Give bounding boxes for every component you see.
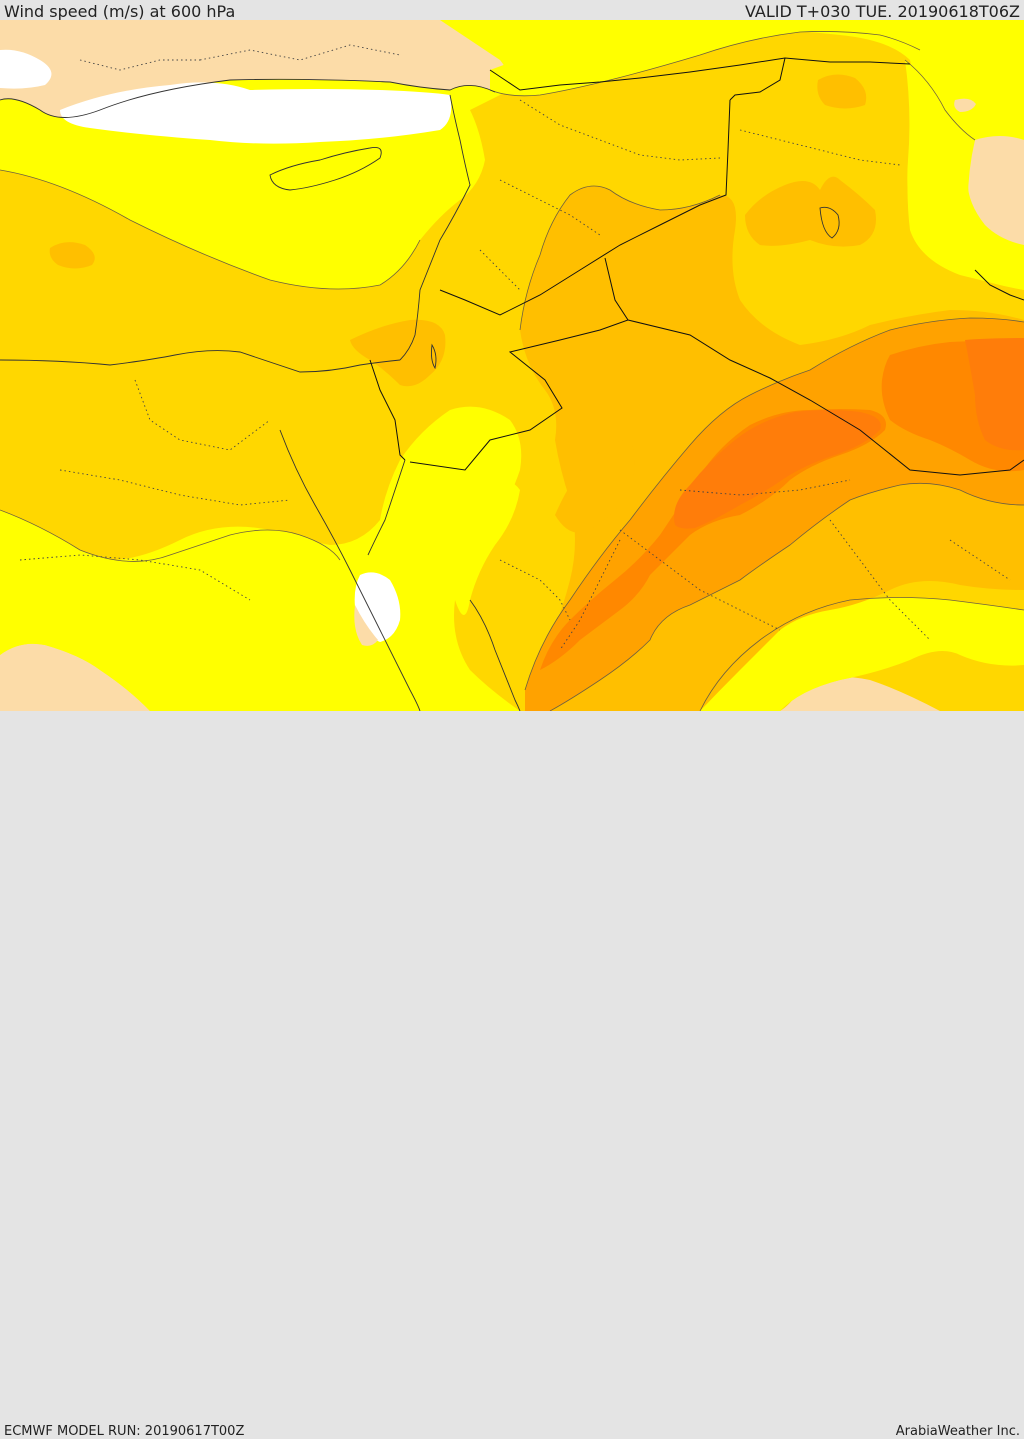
admin-boundary-14 — [949, 539, 1011, 581]
border-segment-7 — [729, 57, 786, 101]
wind-band-1-blob — [282, 163, 354, 197]
admin-boundary-13 — [499, 559, 571, 621]
border-segment-4 — [627, 319, 1024, 476]
border-segment-2 — [439, 99, 731, 316]
low-wind-land-east-dot — [954, 98, 976, 112]
wind-band-6 — [674, 410, 881, 529]
admin-boundary-7 — [619, 529, 781, 631]
coastline-red-sea-east — [367, 459, 406, 556]
contour-line-1 — [0, 169, 421, 290]
coastline-red-sea-arabia — [469, 599, 521, 711]
country-borders — [369, 57, 1024, 476]
admin-boundary-5 — [59, 469, 291, 506]
contour-line-7 — [904, 59, 976, 141]
footer-bar: ECMWF MODEL RUN: 20190617T00Z ArabiaWeat… — [0, 711, 1024, 1439]
admin-boundary-3 — [739, 129, 901, 166]
wind-band-1-south — [0, 510, 430, 711]
contour-line-5 — [549, 482, 1024, 711]
wind-band-3-north — [745, 176, 876, 247]
calm-area-north — [60, 82, 452, 144]
contour-line-2 — [0, 509, 341, 562]
wind-band-1-north — [490, 20, 1024, 96]
coastline-north-africa — [0, 350, 401, 373]
wind-band-3-blob-west — [49, 242, 95, 269]
valid-time: VALID T+030 TUE. 20190618T06Z — [744, 2, 1020, 21]
contour-line-4 — [524, 317, 1024, 691]
admin-boundary-11 — [199, 44, 401, 61]
low-wind-land-southwest — [0, 643, 150, 711]
wind-band-6-east — [965, 338, 1024, 451]
border-segment-3 — [409, 257, 629, 471]
credit-label: ArabiaWeather Inc. — [895, 1424, 1020, 1439]
model-run: ECMWF MODEL RUN: 20190617T00Z — [4, 1424, 245, 1439]
admin-boundary-8 — [679, 479, 851, 496]
wind-speed-map — [0, 20, 1024, 711]
wind-band-1-east — [905, 60, 1024, 290]
wind-band-3-blob-central — [350, 319, 446, 387]
admin-boundaries — [19, 44, 1011, 651]
low-wind-land-east — [967, 136, 1024, 245]
admin-boundary-15 — [479, 249, 521, 291]
coastline-levant — [399, 94, 471, 361]
wind-band-3-blob-ne — [817, 74, 867, 109]
calm-area-northwest — [0, 49, 52, 89]
admin-boundary-4 — [134, 379, 271, 451]
border-segment-1 — [489, 57, 911, 91]
border-segment-6 — [974, 269, 1024, 301]
contour-line-8 — [489, 31, 921, 97]
coastline-cyprus — [269, 147, 382, 191]
contour-lines — [0, 31, 1024, 711]
wind-band-5 — [540, 409, 886, 670]
contour-line-3 — [519, 185, 721, 331]
map-title: Wind speed (m/s) at 600 hPa — [4, 2, 236, 21]
wind-band-1-southeast — [700, 597, 1024, 711]
header-bar: Wind speed (m/s) at 600 hPa VALID T+030 … — [0, 0, 1024, 21]
wind-band-1-central — [386, 456, 520, 615]
contour-line-6 — [699, 597, 1024, 711]
coastline-turkey — [0, 78, 496, 118]
low-wind-land-south-small — [354, 605, 378, 646]
coastline-lake — [819, 206, 840, 239]
coastline-dead-sea — [430, 343, 437, 370]
coastline-red-sea-west — [279, 429, 421, 711]
border-segment-5 — [369, 359, 406, 461]
wind-band-3-tongue — [555, 440, 635, 533]
coastlines — [0, 78, 840, 711]
